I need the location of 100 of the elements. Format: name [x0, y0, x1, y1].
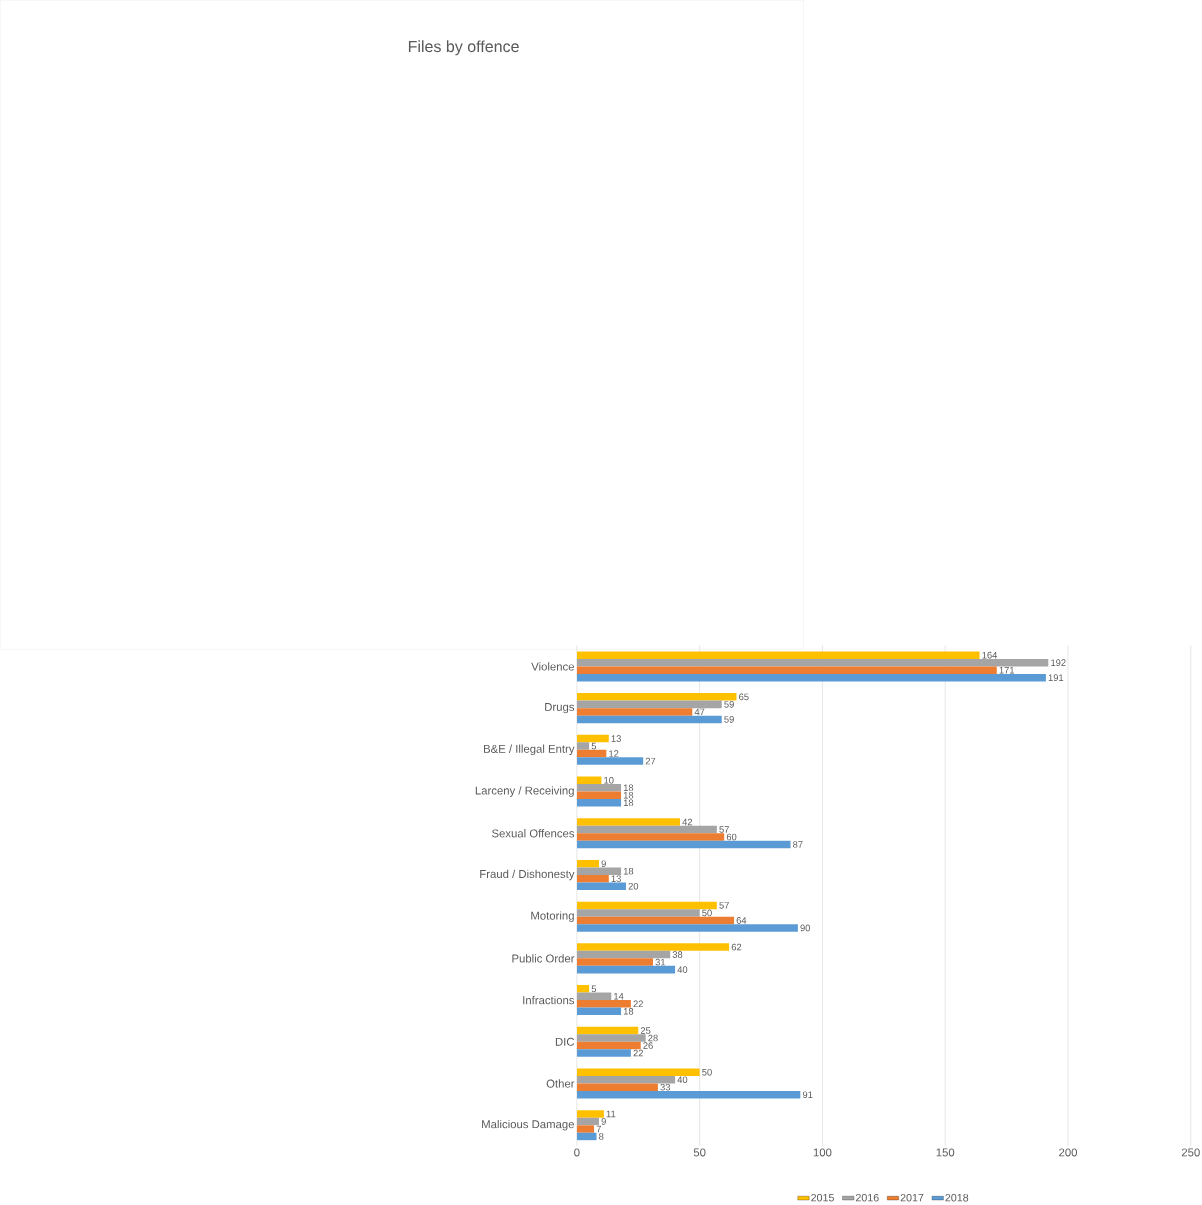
bar — [576, 867, 621, 875]
data-label: 20 — [628, 882, 638, 890]
data-label: 60 — [726, 833, 737, 841]
bar — [576, 658, 1049, 667]
x-tick-label: 50 — [693, 1148, 706, 1157]
y-tick-label: Sexual Offences — [491, 829, 574, 838]
bar — [576, 859, 599, 868]
data-label: 18 — [623, 784, 633, 792]
y-tick-label: Other — [546, 1079, 575, 1088]
bar — [576, 1125, 594, 1133]
data-label: 87 — [792, 841, 803, 848]
data-label: 27 — [645, 757, 656, 765]
bar — [576, 985, 589, 993]
bar — [576, 791, 621, 800]
data-label: 65 — [738, 693, 749, 701]
data-label: 164 — [982, 651, 997, 659]
y-tick-label: Violence — [531, 662, 574, 671]
data-label: 171 — [999, 666, 1014, 674]
bar — [576, 1000, 631, 1008]
x-tick-label: 100 — [813, 1148, 832, 1157]
bar — [576, 693, 737, 701]
bar — [576, 742, 589, 750]
data-label: 9 — [601, 1118, 606, 1125]
data-label: 5 — [591, 985, 596, 993]
bar — [576, 874, 609, 883]
bar — [576, 799, 621, 807]
data-label: 42 — [682, 818, 692, 826]
bar — [576, 950, 670, 959]
bar — [576, 700, 722, 709]
bar — [576, 1007, 621, 1016]
y-tick-label: B&E / Illegal Entry — [483, 744, 575, 756]
bar — [576, 666, 997, 674]
data-label: 8 — [598, 1133, 604, 1140]
y-tick-label: Drugs — [544, 703, 574, 714]
bar — [576, 1026, 639, 1035]
bar — [576, 965, 675, 974]
data-label: 5 — [591, 742, 596, 750]
bar — [576, 708, 693, 716]
bar — [576, 992, 612, 1001]
bar — [576, 1075, 675, 1084]
data-label: 38 — [672, 951, 683, 958]
bar — [576, 776, 602, 785]
bar — [576, 924, 798, 932]
bar — [576, 1090, 801, 1099]
bar — [576, 749, 607, 758]
bar — [576, 833, 724, 841]
bar — [576, 734, 609, 743]
data-label: 7 — [596, 1125, 601, 1133]
bar — [576, 825, 717, 834]
y-tick-label: Malicious Damage — [481, 1119, 574, 1131]
data-label: 40 — [677, 1076, 688, 1084]
bar — [576, 673, 1046, 682]
data-label: 62 — [731, 943, 741, 951]
data-label: 28 — [648, 1034, 658, 1042]
data-label: 50 — [701, 909, 712, 917]
bar — [576, 757, 643, 765]
bar — [576, 1110, 604, 1118]
data-label: 33 — [660, 1083, 670, 1091]
data-label: 192 — [1050, 659, 1066, 666]
bar — [576, 916, 734, 925]
bar — [576, 818, 680, 826]
bar — [576, 1068, 700, 1076]
data-label: 18 — [623, 799, 633, 807]
bar — [576, 1049, 631, 1057]
data-label: 57 — [719, 826, 729, 833]
x-tick-label: 200 — [1058, 1148, 1077, 1157]
data-label: 18 — [623, 867, 633, 875]
bar — [576, 1083, 658, 1091]
data-label: 12 — [608, 750, 619, 757]
data-label: 18 — [623, 791, 633, 799]
data-label: 26 — [643, 1042, 653, 1049]
data-label: 10 — [604, 776, 614, 784]
bar — [576, 1034, 646, 1042]
bar — [576, 943, 729, 951]
bar — [576, 1117, 599, 1126]
bar — [576, 901, 717, 910]
data-label: 14 — [613, 993, 624, 1000]
data-label: 13 — [611, 875, 621, 883]
chart-title: Files by offence — [408, 40, 519, 56]
data-label: 59 — [724, 701, 734, 708]
legend-label: 2018 — [945, 1193, 968, 1202]
y-tick-label: Motoring — [531, 911, 574, 922]
x-tick-label: 0 — [573, 1148, 580, 1157]
data-label: 64 — [736, 917, 747, 924]
data-label: 31 — [655, 958, 665, 966]
data-label: 18 — [623, 1008, 633, 1015]
data-label: 22 — [633, 1049, 643, 1057]
data-label: 57 — [719, 902, 729, 909]
data-label: 13 — [611, 735, 621, 742]
data-label: 59 — [724, 716, 734, 723]
data-label: 191 — [1048, 674, 1063, 681]
y-tick-label: Fraud / Dishonesty — [480, 869, 575, 881]
bar — [576, 1132, 597, 1141]
data-label: 91 — [802, 1091, 813, 1099]
data-label: 40 — [677, 966, 688, 973]
data-label: 47 — [694, 708, 705, 716]
y-tick-label: Public Order — [512, 954, 575, 963]
x-tick-label: 250 — [1181, 1148, 1200, 1157]
legend-label: 2016 — [855, 1193, 879, 1202]
bar — [576, 1041, 641, 1050]
